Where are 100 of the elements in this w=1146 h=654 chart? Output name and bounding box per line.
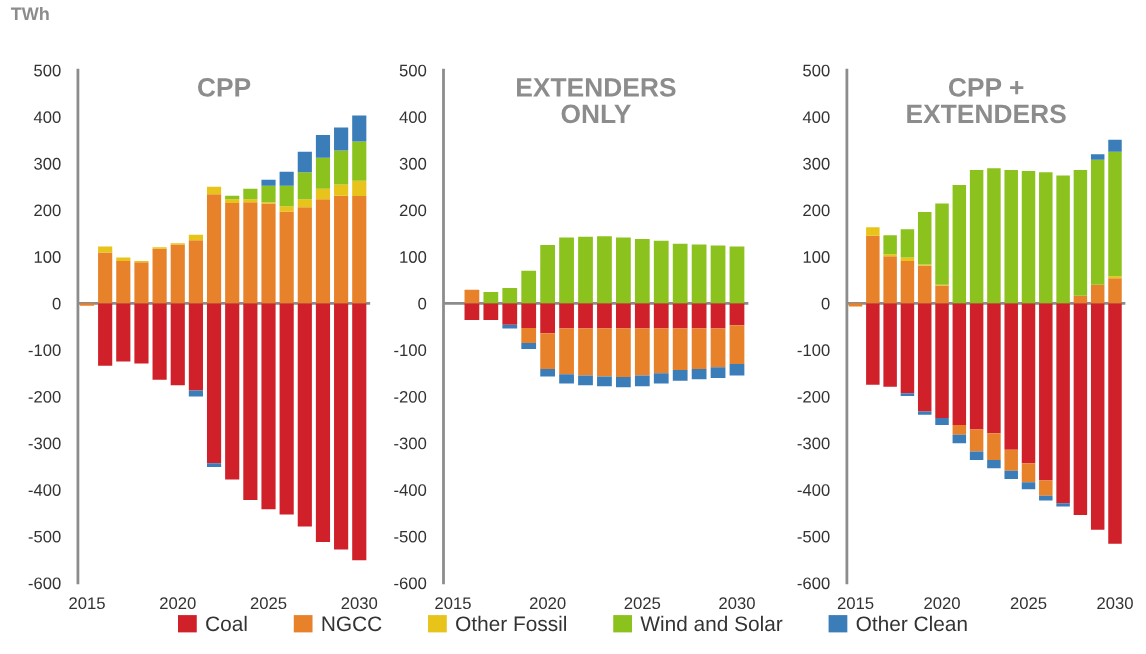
- y-tick-label: 100: [400, 251, 427, 263]
- legend-label: Wind and Solar: [640, 615, 783, 632]
- bar: [297, 172, 312, 200]
- bar: [987, 433, 1001, 460]
- bar: [597, 328, 612, 377]
- bar: [1108, 278, 1122, 304]
- bar: [866, 303, 880, 385]
- bar: [935, 285, 949, 304]
- y-tick-label: -400: [394, 484, 427, 496]
- bar: [952, 303, 967, 425]
- bar: [261, 185, 276, 203]
- bar: [540, 303, 556, 334]
- y-tick-label: 200: [34, 204, 61, 217]
- y-tick-label: 300: [34, 157, 61, 170]
- bar: [279, 211, 294, 304]
- bar: [188, 240, 203, 304]
- bar: [559, 303, 574, 329]
- bar: [1021, 303, 1036, 464]
- bar: [225, 199, 240, 204]
- bar: [1073, 303, 1088, 515]
- bar: [672, 303, 688, 329]
- bar: [578, 375, 593, 386]
- bar: [116, 257, 131, 261]
- bar: [79, 303, 95, 306]
- bar: [883, 256, 897, 304]
- bar: [935, 203, 949, 285]
- bar: [935, 417, 949, 425]
- y-tick-label: 500: [399, 64, 427, 77]
- bar: [653, 303, 669, 329]
- bar: [1056, 503, 1070, 507]
- y-tick-label: -100: [394, 344, 427, 357]
- bar: [672, 243, 688, 304]
- bar: [866, 227, 880, 236]
- bar: [987, 303, 1001, 434]
- bar: [729, 303, 745, 326]
- bar: [883, 235, 897, 255]
- y-axis-title: TWh: [10, 6, 49, 21]
- bar: [206, 186, 222, 195]
- bar: [243, 303, 258, 501]
- bar: [243, 199, 258, 203]
- bar: [279, 185, 294, 207]
- y-tick-label: 400: [33, 111, 61, 124]
- bar: [279, 171, 294, 186]
- bar: [597, 376, 612, 387]
- x-tick-label: 2015: [435, 597, 471, 610]
- legend-label: Coal: [206, 615, 247, 632]
- x-tick-label: 2020: [924, 597, 960, 610]
- x-tick-label: 2015: [837, 597, 874, 610]
- bar: [883, 303, 897, 387]
- bar: [334, 150, 349, 185]
- bar: [521, 342, 537, 349]
- x-tick-label: 2030: [341, 597, 378, 610]
- bar: [261, 203, 276, 304]
- bar: [691, 303, 707, 329]
- bar: [297, 303, 312, 527]
- bar: [597, 303, 612, 329]
- bar: [1004, 169, 1018, 304]
- bar: [672, 328, 688, 370]
- bar: [334, 184, 349, 196]
- chart-title: CPP: [198, 77, 251, 97]
- text: EXTENDERS ONLY: [517, 77, 676, 124]
- y-tick-label: -300: [28, 437, 61, 450]
- bar: [1039, 480, 1053, 496]
- bar: [597, 236, 612, 304]
- y-tick-label: 400: [399, 111, 427, 124]
- bar: [917, 303, 932, 412]
- y-tick-label: 200: [399, 204, 427, 217]
- x-tick-label: 2030: [719, 597, 755, 610]
- bar: [334, 195, 349, 304]
- y-tick-label: -200: [797, 390, 830, 403]
- bar: [225, 203, 240, 304]
- bar: [352, 180, 367, 197]
- bar: [969, 451, 984, 460]
- bar: [502, 287, 518, 304]
- bar: [225, 303, 240, 480]
- bar: [261, 179, 276, 186]
- bar: [634, 328, 650, 376]
- bar: [334, 303, 349, 550]
- bar: [1073, 295, 1088, 304]
- bar: [170, 244, 185, 304]
- bar: [710, 303, 726, 329]
- bar: [729, 363, 745, 376]
- bar: [1021, 170, 1036, 304]
- bar: [206, 463, 222, 467]
- bar: [710, 245, 726, 304]
- bar: [710, 367, 726, 378]
- y-tick-label: 400: [802, 111, 830, 124]
- y-tick-label: -200: [28, 390, 61, 403]
- y-tick-label: 300: [399, 157, 427, 170]
- y-tick-label: 500: [34, 64, 61, 77]
- bar: [521, 303, 537, 329]
- y-tick-label: 200: [803, 204, 830, 217]
- bar: [315, 199, 331, 304]
- bar: [188, 303, 203, 391]
- bar: [1056, 175, 1070, 304]
- bar: [969, 169, 984, 304]
- bar: [559, 374, 574, 384]
- bar: [116, 303, 131, 362]
- bar: [352, 196, 367, 304]
- bar: [502, 303, 518, 325]
